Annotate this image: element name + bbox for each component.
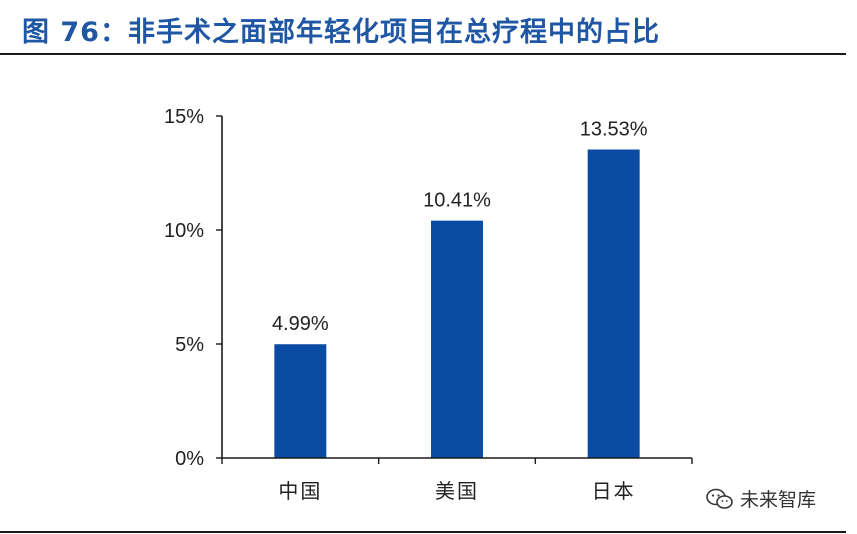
top-rule xyxy=(0,53,846,55)
y-tick-label-3: 15% xyxy=(164,106,204,128)
data-label-1: 4.99% xyxy=(272,313,329,335)
y-tick-label-0: 0% xyxy=(175,448,204,470)
y-tick-label-1: 5% xyxy=(175,334,204,356)
data-label-2: 10.41% xyxy=(423,190,491,212)
wechat-icon xyxy=(706,488,733,509)
bottom-rule xyxy=(0,531,846,533)
category-label-3: 日本 xyxy=(592,479,636,503)
category-label-2: 美国 xyxy=(435,479,479,503)
y-tick-label-2: 10% xyxy=(164,220,204,242)
watermark-text: 未来智库 xyxy=(740,489,817,511)
bar-2 xyxy=(431,220,483,458)
bar-1 xyxy=(274,344,327,458)
data-label-3: 13.53% xyxy=(580,119,648,141)
figure-title: 图 76：非手术之面部年轻化项目在总疗程中的占比 xyxy=(22,17,660,48)
category-label-1: 中国 xyxy=(278,479,322,503)
bar-3 xyxy=(587,149,640,459)
watermark: 未来智库 xyxy=(706,485,816,512)
